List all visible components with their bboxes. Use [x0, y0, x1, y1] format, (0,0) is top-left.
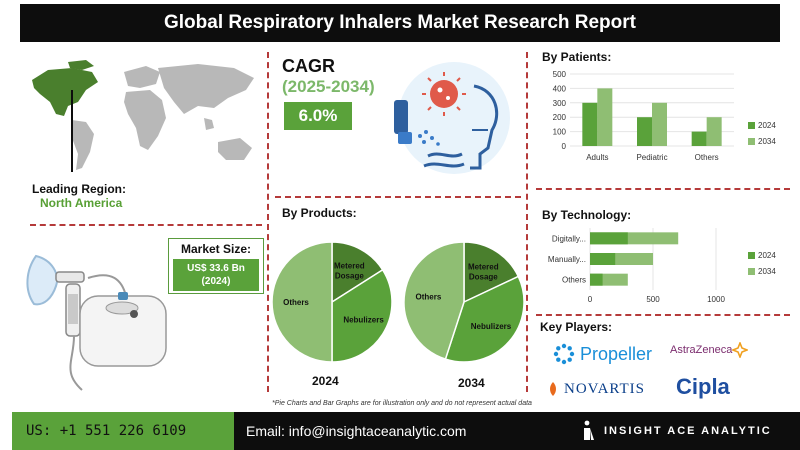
player-propeller: Propeller: [552, 342, 652, 366]
cipla-name: Cipla: [676, 374, 730, 399]
pie-slice-label: Others: [283, 298, 309, 307]
region-pointer-line: [71, 90, 73, 172]
bar: [637, 117, 652, 146]
pie-slice-label-text: Nebulizers: [471, 322, 512, 331]
bar: [706, 117, 722, 146]
world-map-icon: [32, 60, 254, 170]
legend-label: 2034: [758, 267, 776, 276]
y-tick-label: 500: [553, 70, 567, 79]
legend-label: 2024: [758, 121, 776, 130]
x-tick-label: Adults: [586, 153, 608, 162]
pie-slice-label-text: Others: [283, 298, 309, 307]
bar: [597, 88, 613, 146]
patients-title: By Patients:: [542, 50, 612, 64]
leading-region-label: Leading Region:: [32, 182, 126, 196]
pie-year-2024: 2024: [312, 374, 339, 388]
legend-swatch: [748, 268, 755, 275]
y-tick-label: Digitally...: [552, 234, 586, 243]
pie-slice-label-text: Dosage: [469, 273, 498, 282]
pie-slice-label-text: Dosage: [335, 271, 364, 280]
market-size-value: US$ 33.6 Bn (2024): [173, 259, 259, 291]
footer-email[interactable]: Email: info@insightaceanalytic.com: [246, 423, 467, 439]
legend-label: 2024: [758, 251, 776, 260]
astrazeneca-logo-icon: [732, 342, 749, 358]
bar: [590, 253, 616, 265]
report-title: Global Respiratory Inhalers Market Resea…: [20, 4, 780, 42]
footer-bar: [234, 412, 800, 450]
pie-slice: [331, 268, 393, 363]
pie-slice: [463, 241, 520, 304]
pie-slice-label: Nebulizers: [471, 322, 512, 331]
bar: [652, 102, 667, 146]
cagr-value: 6.0%: [284, 102, 352, 130]
y-tick-label: 0: [562, 142, 567, 151]
key-players-title: Key Players:: [540, 320, 613, 334]
bar: [590, 232, 628, 245]
disclaimer-footnote: *Pie Charts and Bar Graphs are for illus…: [272, 400, 532, 407]
leading-region-value: North America: [40, 196, 123, 210]
divider-mid-h: [275, 196, 521, 198]
pie-slice: [331, 241, 384, 304]
player-astrazeneca: AstraZeneca: [670, 342, 749, 358]
pie-slice: [271, 241, 333, 363]
propeller-name: Propeller: [580, 343, 653, 364]
y-tick-label: 300: [553, 99, 567, 108]
insightace-logo-icon: [580, 420, 596, 447]
divider-left-h: [30, 224, 262, 226]
market-size-amount: US$ 33.6 Bn: [187, 263, 245, 274]
pie-slice: [403, 241, 465, 361]
market-size-year: (2024): [201, 276, 231, 287]
x-tick-label: 0: [588, 295, 593, 304]
patients-bar-chart: 0 100 200 300 400 500 Adults Pediatric Others 202…: [553, 70, 777, 162]
bar: [590, 273, 603, 286]
pie-year-2034: 2034: [458, 376, 485, 390]
market-size-box: Market Size: US$ 33.6 Bn (2024): [168, 238, 264, 294]
x-tick-label: Pediatric: [636, 153, 667, 162]
pie-slice-label-text: Nebulizers: [343, 315, 384, 324]
y-tick-label: 100: [553, 128, 567, 137]
x-tick-label: 500: [646, 295, 660, 304]
divider-right-h-2: [536, 314, 790, 316]
footer-brand: INSIGHT ACE ANALYTIC: [604, 425, 772, 437]
divider-left: [267, 52, 269, 392]
novartis-name: NOVARTIS: [564, 380, 646, 397]
divider-right: [526, 52, 528, 392]
x-tick-label: 1000: [707, 295, 725, 304]
pie-slice-label-text: Metered: [468, 263, 499, 272]
products-pie-charts: MeteredDosageNebulizersOthersMeteredDosa…: [271, 241, 525, 363]
bar: [691, 131, 707, 146]
bar: [582, 102, 598, 146]
legend-swatch: [748, 122, 755, 129]
pie-slice-label-text: Others: [416, 292, 442, 301]
propeller-logo-icon: [553, 343, 575, 365]
y-tick-label: 400: [553, 84, 567, 93]
divider-right-h-1: [536, 188, 790, 190]
cagr-label: CAGR: [282, 56, 335, 76]
footer-phone[interactable]: US: +1 551 226 6109: [12, 412, 234, 450]
player-cipla: Cipla: [676, 374, 730, 400]
cagr-years: (2025-2034): [282, 77, 375, 96]
y-tick-label: Manually...: [548, 255, 586, 264]
products-title: By Products:: [282, 206, 357, 220]
pie-slice-label: Others: [416, 292, 442, 301]
player-novartis: NOVARTIS: [546, 380, 645, 398]
technology-bar-chart: 0 500 1000 Digitally... Manually... Others 202…: [548, 228, 776, 304]
astrazeneca-name: AstraZeneca: [670, 344, 733, 356]
nebulizer-device-icon: [26, 254, 167, 391]
x-tick-label: Others: [695, 153, 719, 162]
novartis-logo-icon: [550, 382, 556, 396]
pie-slice-label: Nebulizers: [343, 315, 384, 324]
inhaler-virus-icon: [394, 62, 510, 174]
technology-title: By Technology:: [542, 208, 632, 222]
legend-swatch: [748, 138, 755, 145]
legend-label: 2034: [758, 137, 776, 146]
market-size-title: Market Size:: [180, 242, 252, 256]
y-tick-label: Others: [562, 276, 586, 285]
y-tick-label: 200: [553, 113, 567, 122]
pie-slice: [444, 275, 525, 363]
legend-swatch: [748, 252, 755, 259]
pie-slice-label-text: Metered: [334, 261, 365, 270]
